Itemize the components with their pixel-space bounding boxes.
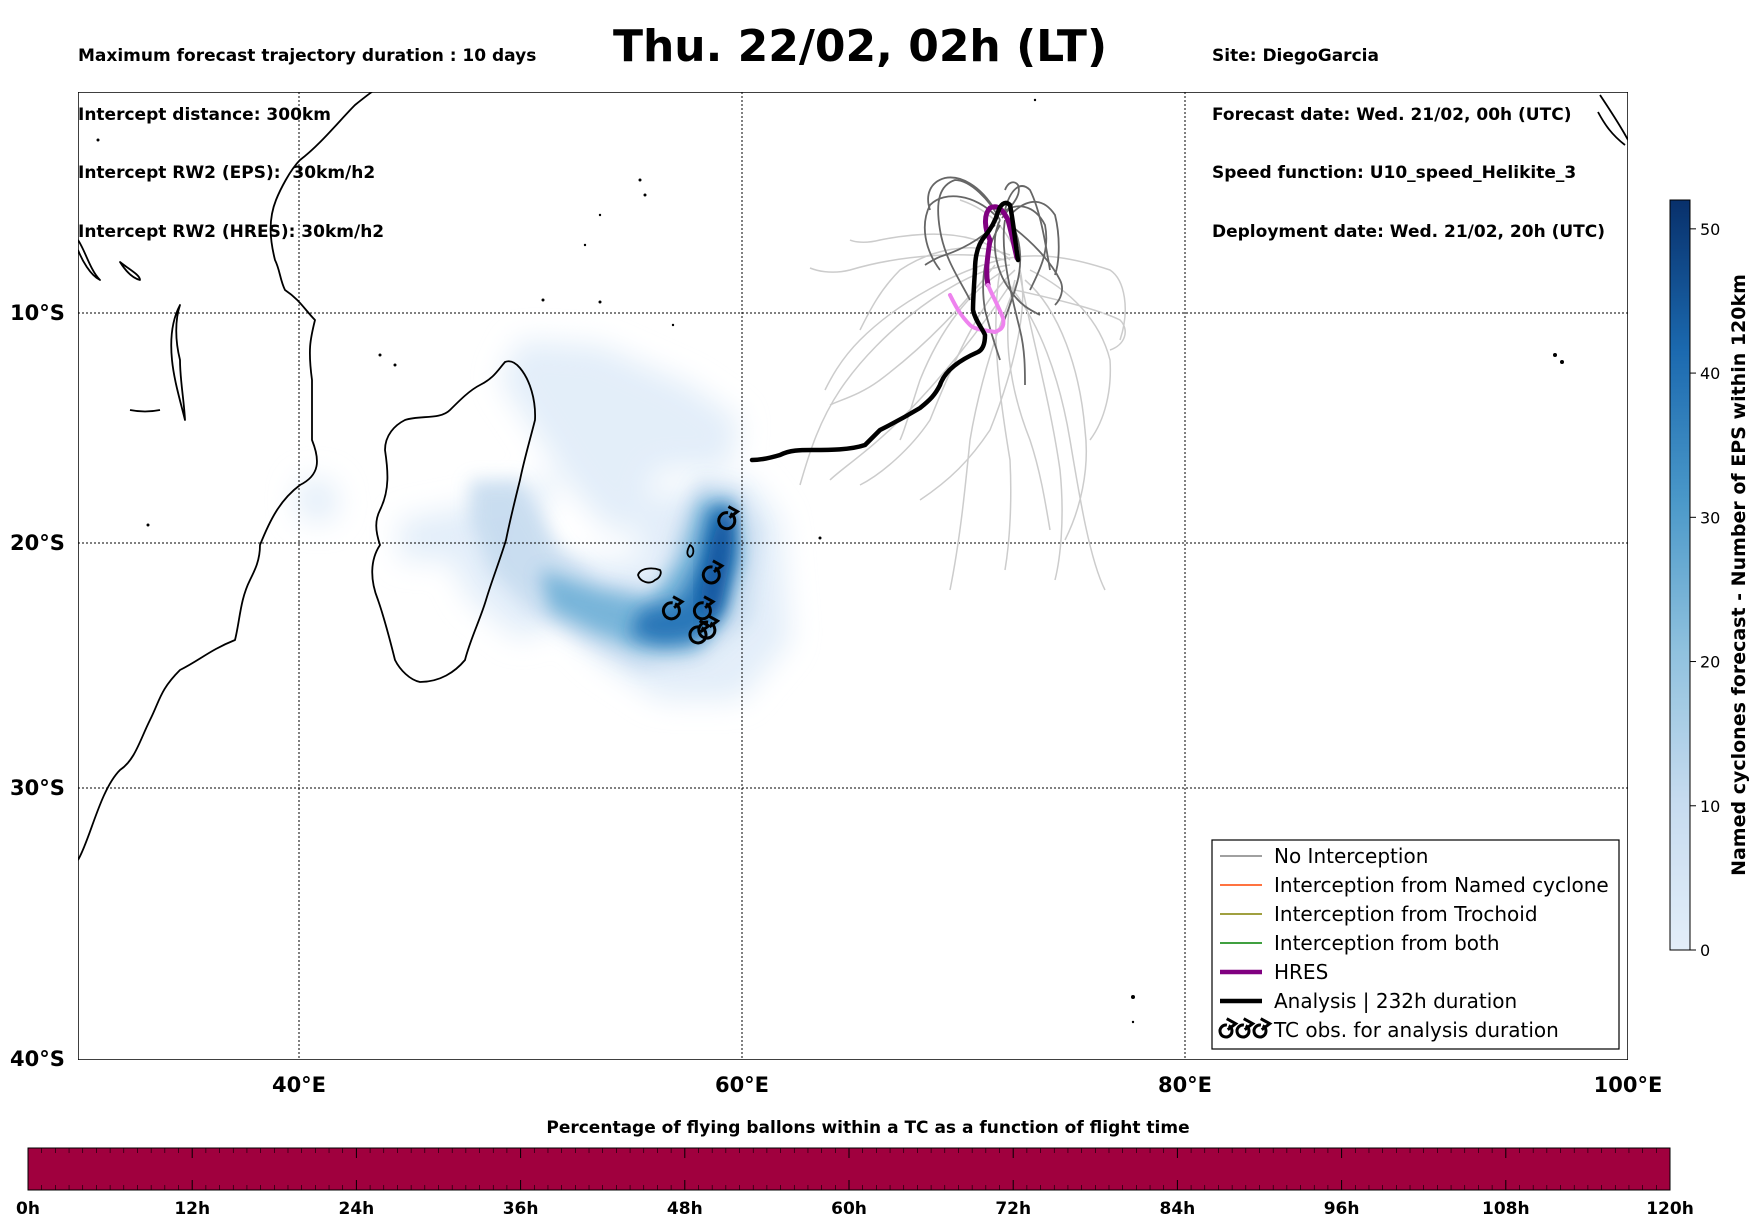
ensemble-trajectories-light (799, 199, 1126, 591)
lat-label-30s: 30°S (10, 776, 65, 800)
svg-text:HRES: HRES (1274, 960, 1328, 984)
map-area (78, 92, 1628, 1060)
legend-item-no-interception: No Interception (1220, 844, 1428, 868)
flight-time-tick-label: 0h (16, 1199, 40, 1219)
lon-label-100e: 100°E (1594, 1073, 1663, 1097)
header-line-rw2-hres: Intercept RW2 (HRES): 30km/h2 (78, 221, 385, 242)
tc-observation-marker (697, 614, 721, 640)
lat-label-20s: 20°S (10, 531, 65, 555)
svg-text:Interception from Named cyclon: Interception from Named cyclone (1274, 873, 1609, 897)
tc-observation-marker (701, 559, 725, 585)
svg-text:Analysis | 232h duration: Analysis | 232h duration (1274, 989, 1517, 1013)
tc-legend-symbol (1218, 1017, 1239, 1039)
density-colorbar-label: Named cyclones forecast - Number of EPS … (1728, 274, 1750, 876)
coastlines (78, 92, 1628, 861)
tc-legend-symbol (1235, 1017, 1256, 1039)
legend-item-tc-obs: TC obs. for analysis duration (1218, 1017, 1559, 1042)
africa-coastline (78, 92, 373, 861)
density-colorbar-tick-label: 30 (1700, 508, 1720, 527)
density-colorbar-tick-label: 0 (1700, 941, 1710, 960)
header-line-distance: Intercept distance: 300km (78, 104, 331, 125)
header-line-duration: Maximum forecast trajectory duration : 1… (78, 46, 537, 66)
flight-time-tick-label: 84h (1160, 1199, 1196, 1219)
density-colorbar-tick-label: 20 (1700, 653, 1720, 672)
lon-label-40e: 40°E (272, 1073, 326, 1097)
tc-symbol-icon (1218, 1017, 1273, 1039)
flight-time-tick-label: 72h (995, 1199, 1031, 1219)
header-info-right: Site: DiegoGarcia Forecast date: Wed. 21… (1212, 8, 1605, 262)
flight-time-tick-label: 60h (831, 1199, 867, 1219)
flight-time-tick-label: 96h (1324, 1199, 1360, 1219)
map-title: Thu. 22/02, 02h (LT) (612, 21, 1108, 72)
tc-observation-marker (717, 505, 741, 531)
lon-label-60e: 60°E (715, 1073, 769, 1097)
flight-time-tick-label: 48h (667, 1199, 703, 1219)
density-colorbar-ticks: 0 10 20 30 40 50 (1690, 220, 1720, 960)
lat-label-40s: 40°S (10, 1047, 65, 1071)
flight-time-tick-label: 36h (503, 1199, 539, 1219)
latitude-labels: 10°S 20°S 30°S 40°S (10, 301, 65, 1071)
tc-observation-markers (661, 505, 741, 645)
analysis-trajectory (749, 200, 1021, 463)
density-colorbar: 0 10 20 30 40 50 Named cyclones forecast - Nu… (1669, 199, 1750, 960)
flight-time-tick-label: 24h (339, 1199, 375, 1219)
flight-time-tick-label: 120h (1646, 1199, 1694, 1219)
header-info-left: Maximum forecast trajectory duration : 1… (78, 8, 536, 262)
flight-time-tick-label: 108h (1482, 1199, 1530, 1219)
svg-text:No Interception: No Interception (1274, 844, 1428, 868)
header-line-speed-function: Speed function: U10_speed_Helikite_3 (1212, 163, 1577, 183)
tc-observation-marker (692, 595, 716, 621)
svg-text:Interception from both: Interception from both (1274, 931, 1500, 955)
legend-box (1211, 839, 1620, 1050)
density-colorbar-tick-label: 40 (1700, 364, 1720, 383)
density-colorbar-bar (1669, 199, 1691, 951)
gridlines (78, 92, 1628, 1060)
madagascar-coastline (371, 360, 536, 683)
svg-text:Interception from Trochoid: Interception from Trochoid (1274, 902, 1538, 926)
flight-time-colorbar-title: Percentage of flying ballons within a TC… (546, 1118, 1189, 1138)
small-islands (96, 98, 1564, 1024)
header-line-forecast-date: Forecast date: Wed. 21/02, 00h (UTC) (1212, 104, 1572, 125)
longitude-labels: 40°E 60°E 80°E 100°E (272, 1073, 1662, 1097)
lon-label-80e: 80°E (1158, 1073, 1212, 1097)
legend-item-both: Interception from both (1220, 931, 1500, 955)
legend: No Interception Interception from Named … (1211, 839, 1620, 1050)
flight-time-tick-label: 12h (174, 1199, 210, 1219)
header-line-rw2-eps: Intercept RW2 (EPS): 30km/h2 (78, 163, 376, 183)
legend-item-trochoid: Interception from Trochoid (1220, 902, 1538, 926)
density-colorbar-tick-label: 10 (1700, 797, 1720, 816)
legend-item-analysis: Analysis | 232h duration (1220, 989, 1517, 1013)
lat-label-10s: 10°S (10, 301, 65, 325)
legend-item-named-cyclone: Interception from Named cyclone (1220, 873, 1609, 897)
tc-legend-symbol (1252, 1017, 1273, 1039)
header-line-site: Site: DiegoGarcia (1212, 46, 1379, 66)
tc-observation-marker (661, 595, 685, 621)
flight-time-colorbar: Percentage of flying ballons within a TC… (16, 1118, 1694, 1219)
legend-item-hres: HRES (1220, 960, 1328, 984)
density-colorbar-tick-label: 50 (1700, 220, 1720, 239)
flight-time-colorbar-ticks: 0h 12h 24h 36h 48h 60h 72h 84h 96h 108h 120h (16, 1148, 1694, 1219)
cyclone-density-field (295, 340, 790, 700)
ensemble-trajectories-dark (923, 176, 1063, 386)
svg-text:TC obs. for analysis duration: TC obs. for analysis duration (1273, 1018, 1559, 1042)
header-line-deployment-date: Deployment date: Wed. 21/02, 20h (UTC) (1212, 221, 1606, 242)
